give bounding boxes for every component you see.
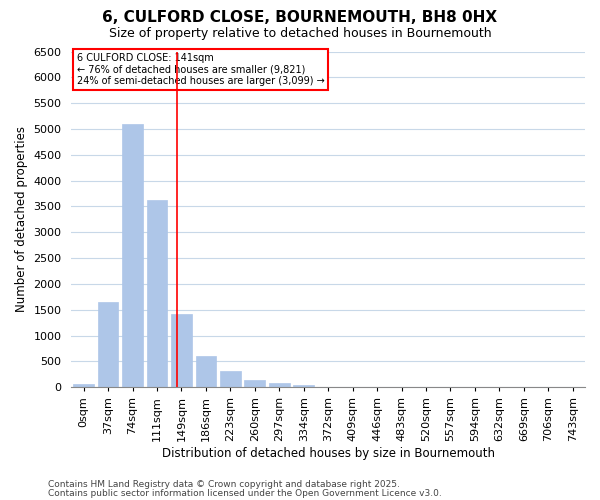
Text: Size of property relative to detached houses in Bournemouth: Size of property relative to detached ho… [109, 28, 491, 40]
Bar [146, 200, 167, 388]
Bar [244, 380, 265, 388]
Text: Contains HM Land Registry data © Crown copyright and database right 2025.: Contains HM Land Registry data © Crown c… [48, 480, 400, 489]
Text: 6, CULFORD CLOSE, BOURNEMOUTH, BH8 0HX: 6, CULFORD CLOSE, BOURNEMOUTH, BH8 0HX [103, 10, 497, 25]
Bar [196, 356, 217, 388]
Text: 6 CULFORD CLOSE: 141sqm
← 76% of detached houses are smaller (9,821)
24% of semi: 6 CULFORD CLOSE: 141sqm ← 76% of detache… [77, 53, 324, 86]
X-axis label: Distribution of detached houses by size in Bournemouth: Distribution of detached houses by size … [162, 447, 495, 460]
Bar [269, 384, 290, 388]
Bar [122, 124, 143, 388]
Bar [220, 372, 241, 388]
Text: Contains public sector information licensed under the Open Government Licence v3: Contains public sector information licen… [48, 488, 442, 498]
Bar [171, 314, 192, 388]
Bar [293, 385, 314, 388]
Bar [98, 302, 118, 388]
Bar [73, 384, 94, 388]
Y-axis label: Number of detached properties: Number of detached properties [15, 126, 28, 312]
